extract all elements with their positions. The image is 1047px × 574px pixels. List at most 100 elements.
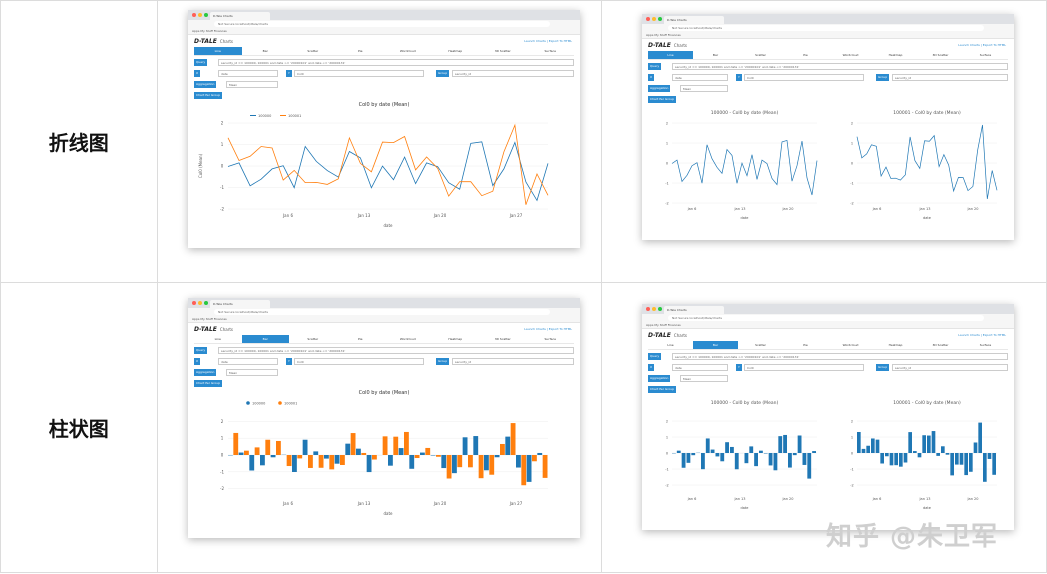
bar-100001 (425, 447, 431, 455)
group-select[interactable]: security_id (892, 74, 1008, 81)
y-tick-label: 2 (851, 122, 853, 126)
group-select[interactable]: security_id (892, 364, 1008, 371)
query-button[interactable]: Query (648, 63, 662, 70)
query-input[interactable]: security_id == 100000, 100001 and date >… (672, 63, 1008, 70)
tab-heatmap[interactable]: Heatmap (448, 337, 463, 341)
tab-line[interactable]: Line (667, 343, 674, 347)
tab-pie[interactable]: Pie (358, 49, 363, 53)
dtale-logo: D-TALE Charts (194, 38, 233, 45)
y-select[interactable]: Col0 (744, 364, 864, 371)
app-links[interactable]: Launch Charts | Export To HTML (524, 327, 572, 331)
chart-per-group-toggle[interactable]: Chart Per Group (194, 380, 223, 387)
tab-bar[interactable]: Bar (262, 49, 268, 53)
tab-wordcloud[interactable]: Wordcloud (399, 49, 416, 53)
browser-tab[interactable]: D-Tale Charts (664, 16, 724, 24)
tab-heatmap[interactable]: Heatmap (448, 49, 463, 53)
y-tick-label: 0 (666, 162, 668, 166)
query-input[interactable]: security_id == 100000, 100001 and date >… (672, 353, 1008, 360)
split-bar (812, 451, 816, 453)
tab-surface[interactable]: Surface (544, 337, 556, 341)
tab-wordcloud[interactable]: Wordcloud (842, 343, 859, 347)
query-button[interactable]: Query (648, 353, 662, 360)
tab-heatmap[interactable]: Heatmap (888, 53, 903, 57)
app-links[interactable]: Launch Charts | Export To HTML (958, 43, 1006, 47)
tab-bar[interactable]: Bar (712, 53, 719, 57)
aggregation-select[interactable]: Mean (226, 81, 278, 88)
chart-per-group-toggle[interactable]: Chart Per Group (194, 92, 223, 99)
tab-bar[interactable]: Bar (241, 335, 289, 343)
tab-wordcloud[interactable]: Wordcloud (842, 53, 859, 57)
query-row: Query security_id == 100000, 100001 and … (648, 62, 1008, 71)
tab-line[interactable]: Line (194, 47, 242, 55)
x-select[interactable]: date (218, 70, 278, 77)
group-select[interactable]: security_id (452, 358, 574, 365)
y-select[interactable]: Col0 (294, 358, 424, 365)
bar-100000 (526, 455, 532, 482)
y-select[interactable]: Col0 (744, 74, 864, 81)
chart-per-group-toggle[interactable]: Chart Per Group (648, 386, 677, 393)
tab-3d-scatter[interactable]: 3D Scatter (494, 49, 511, 53)
address-bar[interactable]: Not Secure localhost/dtale/charts (214, 21, 550, 27)
bookmarks-bar: Apps My Stuff Finances (642, 32, 1014, 39)
app-links[interactable]: Launch Charts | Export To HTML (524, 39, 572, 43)
browser-tab[interactable]: D-Tale Charts (210, 300, 270, 308)
y-tick-label: 2 (666, 122, 668, 126)
address-bar-row: Not Secure localhost/dtale/charts (188, 20, 580, 28)
y-tick-label: 0 (221, 164, 224, 169)
query-button[interactable]: Query (194, 59, 208, 66)
tab-line[interactable]: Line (214, 337, 221, 341)
legend-100001: 100001 (288, 114, 301, 118)
tab-wordcloud[interactable]: Wordcloud (399, 337, 416, 341)
tab-3d-scatter[interactable]: 3D Scatter (932, 343, 949, 347)
tab-surface[interactable]: Surface (544, 49, 556, 53)
chart-per-group-toggle[interactable]: Chart Per Group (648, 96, 677, 103)
split-bar (783, 434, 787, 453)
tab-pie[interactable]: Pie (803, 343, 808, 347)
split-bar (797, 435, 802, 453)
x-select[interactable]: date (672, 74, 728, 81)
tab-heatmap[interactable]: Heatmap (888, 343, 903, 347)
dtale-logo: D-TALE Charts (194, 326, 233, 333)
address-bar[interactable]: Not Secure localhost/dtale/charts (214, 309, 550, 315)
bar-100001 (329, 455, 335, 470)
address-bar[interactable]: Not Secure localhost/dtale/charts (668, 315, 984, 321)
x-select[interactable]: date (672, 364, 728, 371)
tab-scatter[interactable]: Scatter (307, 337, 319, 341)
tab-3d-scatter[interactable]: 3D Scatter (932, 53, 949, 57)
tab-pie[interactable]: Pie (803, 53, 808, 57)
tab-line[interactable]: Line (648, 51, 693, 59)
bar-100000 (430, 455, 436, 456)
tab-bar[interactable]: Bar (693, 341, 738, 349)
tab-scatter[interactable]: Scatter (755, 53, 766, 57)
x-button: X (194, 358, 201, 365)
x-tick-label: Jan 6 (687, 207, 697, 211)
tab-pie[interactable]: Pie (358, 337, 363, 341)
tab-surface[interactable]: Surface (979, 343, 992, 347)
x-axis-label: date (383, 223, 393, 228)
tab-surface[interactable]: Surface (979, 53, 992, 57)
y-select[interactable]: Col0 (294, 70, 424, 77)
split-chart-title: 100000 - Col0 by date (Mean) (711, 400, 779, 406)
aggregation-select[interactable]: Mean (226, 369, 278, 376)
query-input[interactable]: security_id == 100000, 100001 and date >… (218, 59, 574, 66)
group-select[interactable]: security_id (452, 70, 574, 77)
close-dot-icon (646, 307, 650, 311)
x-select[interactable]: date (218, 358, 278, 365)
bar-100001 (404, 431, 409, 455)
query-button[interactable]: Query (194, 347, 208, 354)
app-links[interactable]: Launch Charts | Export To HTML (958, 333, 1006, 337)
aggregation-select[interactable]: Mean (680, 85, 728, 92)
aggregation-select[interactable]: Mean (680, 375, 728, 382)
legend-100000: 100000 (258, 114, 271, 118)
address-bar[interactable]: Not Secure localhost/dtale/charts (668, 25, 984, 31)
query-input[interactable]: security_id == 100000, 100001 and date >… (218, 347, 574, 354)
split-bar (889, 453, 894, 466)
browser-tab[interactable]: D-Tale Charts (664, 306, 724, 314)
tab-scatter[interactable]: Scatter (307, 49, 319, 53)
tab-scatter[interactable]: Scatter (755, 343, 766, 347)
bar-100001 (532, 455, 537, 462)
bar-100001 (233, 432, 239, 455)
tab-3d-scatter[interactable]: 3D Scatter (494, 337, 511, 341)
y-tick-label: -2 (665, 484, 669, 488)
browser-tab[interactable]: D-Tale Charts (210, 12, 270, 20)
